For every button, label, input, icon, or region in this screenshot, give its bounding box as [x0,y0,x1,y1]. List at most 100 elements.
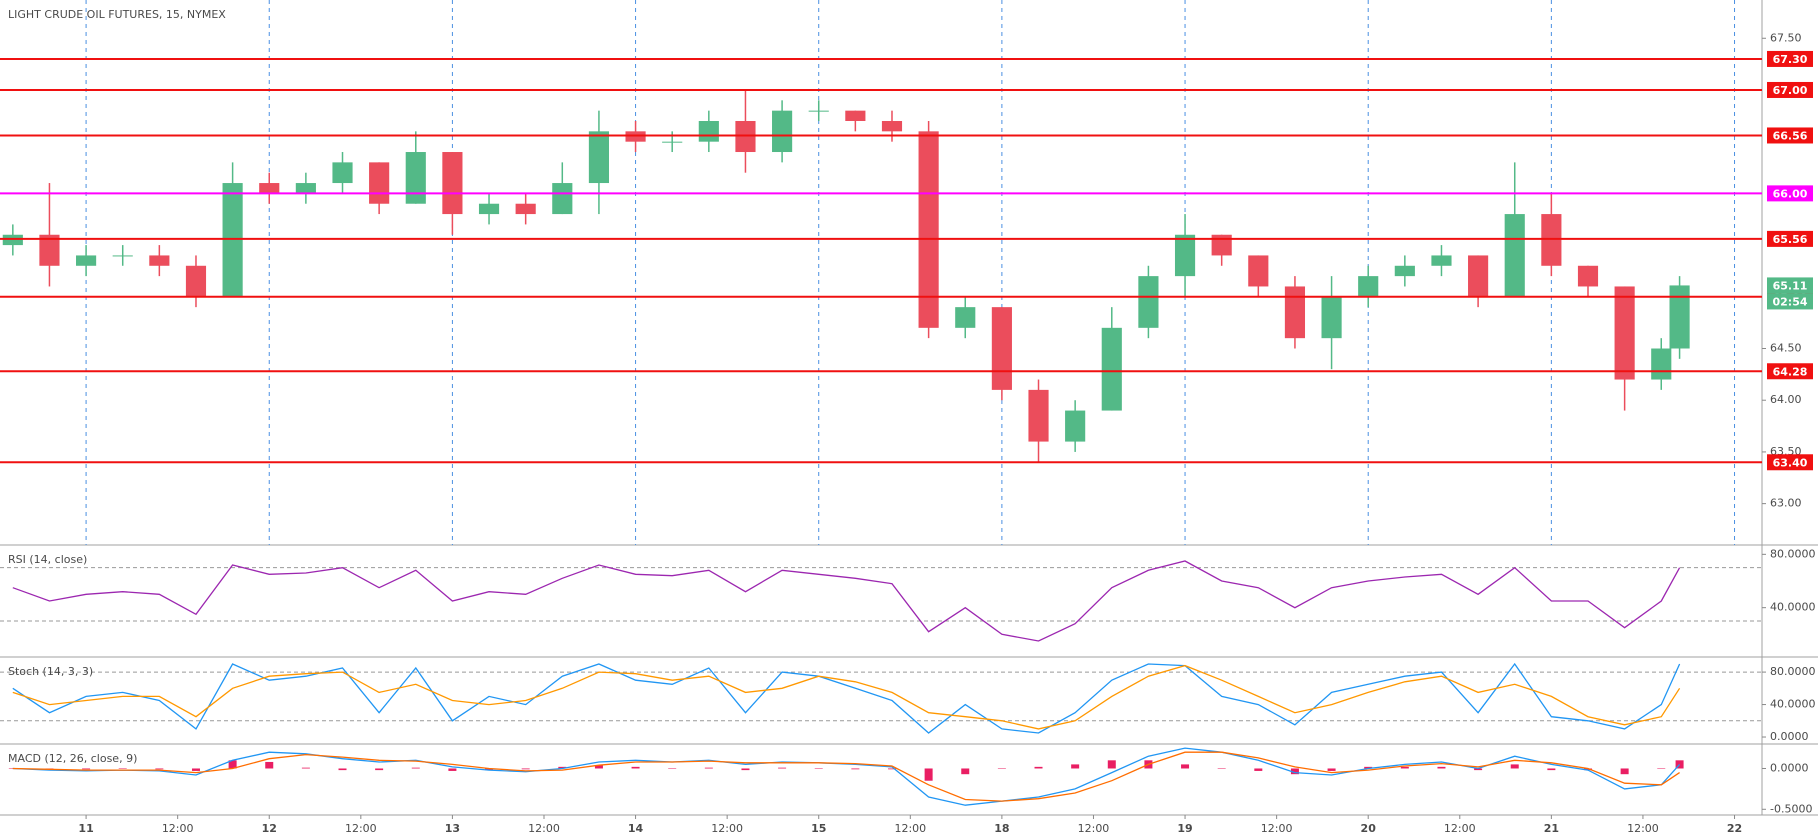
pane-title: RSI (14, close) [8,553,87,566]
candle-body [1577,265,1599,287]
y-tick-label: 80.0000 [1770,665,1816,678]
candle-body [1358,276,1379,297]
candle-body [39,234,60,266]
y-tick-label: 40.0000 [1770,601,1816,614]
candle-body [478,203,500,215]
candle-body [185,265,207,297]
candle-body [442,152,463,215]
price-label-box [1767,185,1813,202]
candle-body [1614,286,1635,380]
histogram-bar [411,767,420,769]
histogram-bar [594,765,603,769]
x-tick-label: 12 [262,822,277,835]
price-level-label: 67.00 [1773,84,1808,97]
candle-body [1541,214,1562,266]
candle-body [1504,214,1525,297]
x-tick-label: 18 [994,822,1009,835]
last-price-label: 65.11 [1773,279,1808,292]
candle-body [295,183,316,194]
candle-body [405,152,426,204]
candle-body [1321,296,1342,339]
candle-body [1174,234,1196,277]
candle-body [1101,327,1122,411]
candle-body [662,141,683,143]
x-tick-label: 20 [1361,822,1377,835]
candle-body [259,183,280,194]
histogram-bar [1583,768,1592,771]
indicator-line [12,751,1680,802]
x-tick-label: 12:00 [1261,822,1293,835]
histogram-bar [485,768,494,771]
histogram-bar [521,768,530,770]
histogram-bar [997,768,1006,769]
histogram-bar [741,768,750,771]
histogram-bar [82,768,91,770]
x-tick-label: 11 [78,822,93,835]
candle-body [2,234,23,246]
candle-body [918,131,939,328]
candle-body [112,255,133,257]
price-label-box [1767,363,1813,380]
histogram-bar [1547,768,1556,771]
price-level-label: 67.30 [1773,53,1808,66]
y-tick-label: 40.0000 [1770,698,1816,711]
x-tick-label: 13 [445,822,460,835]
candle-body [1065,410,1086,442]
candle-body [222,183,243,297]
x-tick-label: 12:00 [1627,822,1659,835]
candle-body [515,203,536,215]
candle-body [1394,265,1415,277]
histogram-bar [265,761,274,769]
candle-body [332,162,353,184]
candle-body [552,183,573,215]
histogram-bar [338,768,347,771]
histogram-bar [228,760,237,769]
histogram-bar [668,768,677,769]
price-level-label: 66.56 [1773,129,1808,142]
histogram-bar [1071,764,1080,769]
histogram-bar [961,768,970,775]
y-tick-label: 67.50 [1770,31,1802,44]
histogram-bar [558,766,567,769]
candle-body [1468,255,1489,297]
histogram-bar [1327,768,1336,771]
x-tick-label: 21 [1544,822,1559,835]
histogram-bar [1510,764,1519,769]
candle-body [149,255,170,266]
histogram-bar [887,768,896,770]
histogram-bar [1620,768,1629,775]
candle-body [1651,348,1672,380]
candle-body [1248,255,1269,287]
histogram-bar [1181,764,1190,769]
x-tick-label: 12:00 [1444,822,1476,835]
candle-body [808,110,829,112]
x-tick-label: 12:00 [528,822,560,835]
histogram-bar [191,768,200,771]
candle-body [588,131,610,184]
histogram-bar [814,768,823,769]
histogram-bar [631,766,640,769]
indicator-line [12,662,1681,734]
y-tick-label: 0.0000 [1770,761,1809,774]
candle-body [76,255,97,266]
histogram-bar [1657,768,1666,769]
countdown-label: 02:54 [1772,295,1807,308]
histogram-bar [778,767,787,769]
histogram-bar [301,767,310,769]
candle-body [955,307,976,328]
price-label-box [1767,50,1813,67]
histogram-bar [1034,766,1043,769]
candle-body [1138,276,1159,328]
price-level-label: 66.00 [1773,187,1808,200]
candle-body [1284,286,1306,339]
last-price-box [1767,277,1813,294]
histogram-bar [1474,768,1483,771]
price-label-box [1767,127,1813,144]
price-label-box [1767,81,1813,98]
y-tick-label: 0.0000 [1770,730,1809,743]
x-tick-label: 12:00 [345,822,377,835]
histogram-bar [1290,768,1299,775]
x-tick-label: 12:00 [162,822,194,835]
